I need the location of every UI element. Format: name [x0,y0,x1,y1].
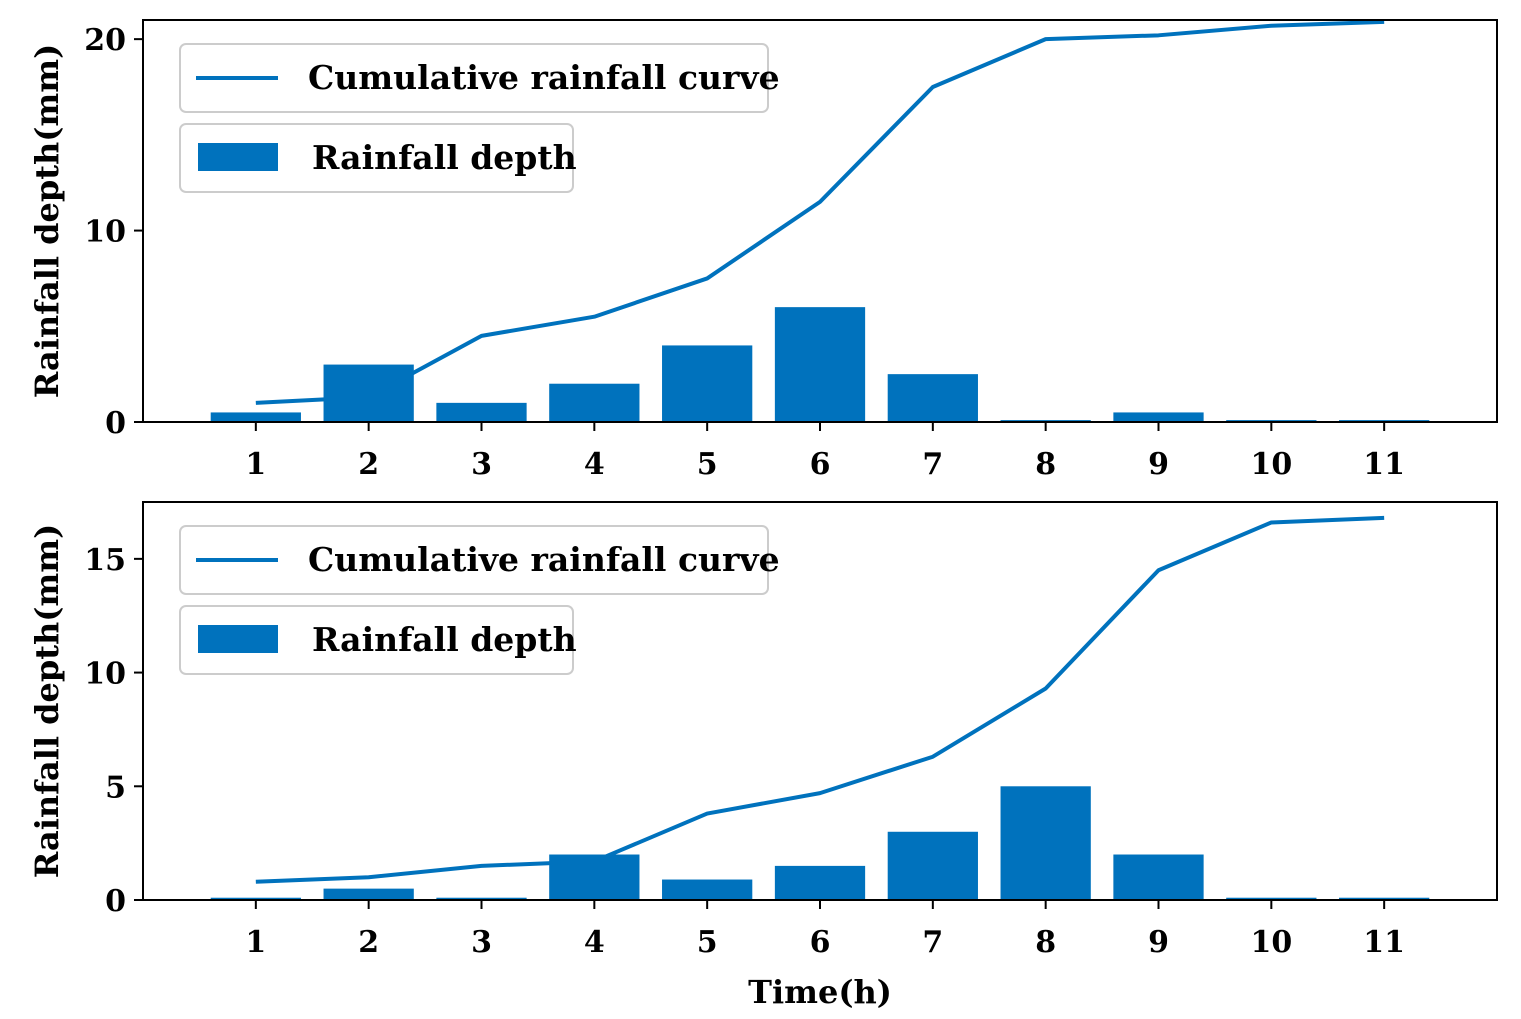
bottom-bar-3 [436,897,527,900]
top-line-layer [255,19,1385,405]
bottom-legend-bar-swatch [198,625,278,653]
bottom-legend-bar-label: Rainfall depth [312,620,577,659]
top-xtick-label-11: 11 [1363,447,1405,482]
bottom-legend-box-line [179,525,769,595]
bottom-bar-7 [887,831,978,900]
top-ytick-label-20: 20 [84,23,126,58]
bottom-legend: Cumulative rainfall curve Rainfall depth [179,525,780,675]
bottom-bar-10 [1226,897,1317,900]
bottom-axes-layer: 1 2 3 4 5 6 7 8 9 10 11 0 5 10 15 Rainfall depth(mm) Tim… [28,501,1498,1011]
bottom-bar-9 [1113,854,1204,900]
bottom-xtick-label-1: 1 [245,925,266,960]
top-legend-bar-label: Rainfall depth [312,138,577,177]
top-legend-box-line [179,43,769,113]
top-ytick-label-0: 0 [105,406,126,441]
top-xtick-label-3: 3 [471,447,492,482]
top-bar-6 [774,307,866,422]
top-bar-2 [323,364,414,422]
bottom-bar-6 [774,865,866,900]
top-bar-7 [887,374,978,422]
top-legend-bar-swatch [198,143,278,171]
bottom-legend-line-label: Cumulative rainfall curve [308,540,780,579]
chart-panel-bottom: 1 2 3 4 5 6 7 8 9 10 11 0 5 10 15 Rainfall depth(mm) Tim… [28,501,1498,1011]
bottom-xtick-label-7: 7 [922,925,943,960]
bottom-xtick-label-5: 5 [697,925,718,960]
bottom-xlabel: Time(h) [748,973,892,1011]
bottom-xtick-label-8: 8 [1035,925,1056,960]
top-bars-layer [210,307,1430,422]
top-xtick-label-5: 5 [697,447,718,482]
bottom-legend-box-bar [179,605,574,675]
bottom-ytick-label-10: 10 [84,657,126,692]
top-xtick-label-4: 4 [584,447,605,482]
bottom-bar-8 [1000,786,1091,900]
top-xtick-label-10: 10 [1250,447,1292,482]
bottom-ytick-label-15: 15 [84,543,126,578]
top-xtick-label-8: 8 [1035,447,1056,482]
top-legend-line-label: Cumulative rainfall curve [308,58,780,97]
bottom-ytick-label-0: 0 [105,884,126,919]
top-xtick-label-1: 1 [245,447,266,482]
bottom-xtick-label-11: 11 [1363,925,1405,960]
bottom-xtick-label-3: 3 [471,925,492,960]
top-bar-4 [549,383,640,422]
bottom-xtick-label-2: 2 [358,925,379,960]
bottom-bar-1 [210,897,301,900]
top-bar-9 [1113,412,1204,422]
bottom-xtick-label-6: 6 [810,925,831,960]
top-ylabel: Rainfall depth(mm) [28,44,66,399]
top-bar-5 [662,345,753,422]
top-legend-box-bar [179,123,574,193]
bottom-ytick-label-5: 5 [105,770,126,805]
top-bar-1 [210,412,301,422]
bottom-xtick-label-9: 9 [1148,925,1169,960]
bottom-xtick-label-4: 4 [584,925,605,960]
top-ytick-label-10: 10 [84,215,126,250]
bottom-bar-5 [662,879,753,900]
bottom-xtick-label-10: 10 [1250,925,1292,960]
top-xtick-label-7: 7 [922,447,943,482]
bottom-bar-11 [1339,897,1430,900]
bottom-ylabel: Rainfall depth(mm) [28,524,66,879]
top-bar-3 [436,402,527,422]
top-xtick-label-2: 2 [358,447,379,482]
bottom-line-layer [255,515,1385,884]
top-axes-layer: 1 2 3 4 5 6 7 8 9 10 11 0 10 20 Rainfall depth(mm) [28,19,1498,482]
top-legend: Cumulative rainfall curve Rainfall depth [179,43,780,193]
top-xtick-label-9: 9 [1148,447,1169,482]
top-xtick-label-6: 6 [810,447,831,482]
chart-panel-top: 1 2 3 4 5 6 7 8 9 10 11 0 10 20 Rainfall depth(mm) Cum… [28,19,1498,482]
bottom-bars-layer [210,786,1430,900]
bottom-bar-2 [323,888,414,900]
